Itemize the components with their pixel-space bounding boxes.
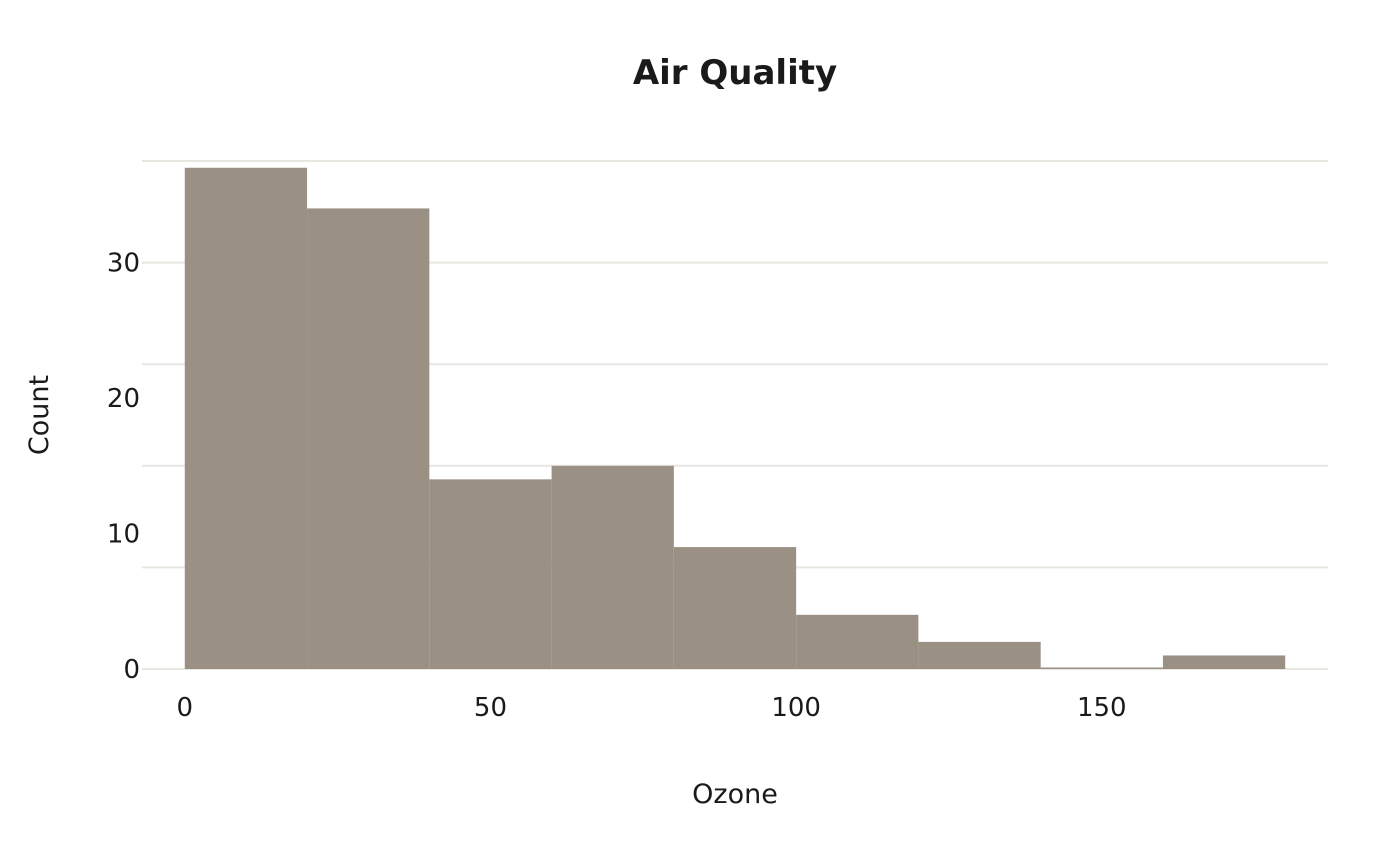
histogram-bar [429,479,552,669]
y-axis-label: Count [24,375,55,455]
y-tick-label: 20 [107,384,140,414]
histogram-bar [1162,655,1286,669]
histogram-bar [1040,667,1163,669]
histogram-bar [918,641,1041,669]
histogram-bar [796,614,919,669]
histogram-bar [673,547,797,669]
x-tick-label: 100 [771,693,821,723]
y-tick-label: 30 [107,249,140,279]
x-tick-labels: 0 50 100 150 [177,693,1127,723]
y-tick-labels: 0 10 20 30 [107,249,140,685]
x-tick-label: 50 [474,693,507,723]
histogram-bar [551,465,674,669]
x-tick-label: 150 [1077,693,1127,723]
y-tick-label: 10 [107,520,140,550]
y-tick-label: 0 [123,655,140,685]
histogram-bar [184,167,308,670]
x-tick-label: 0 [177,693,194,723]
chart-title: Air Quality [633,53,837,93]
histogram-bar [307,208,430,669]
bars [184,167,1286,670]
x-axis-label: Ozone [692,779,778,810]
